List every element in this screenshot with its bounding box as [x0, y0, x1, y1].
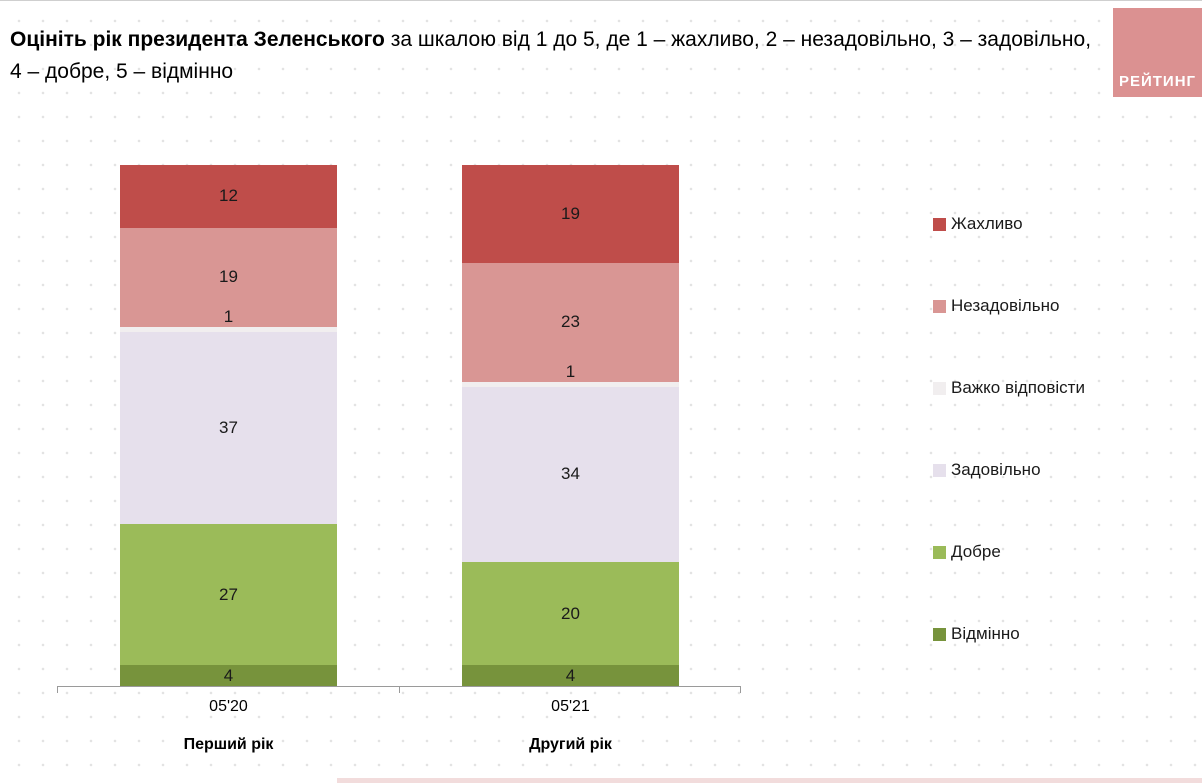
legend-label: Задовільно	[951, 460, 1041, 479]
top-divider	[0, 0, 1202, 1]
legend-swatch-icon	[933, 463, 946, 477]
bar-segment: 19	[120, 227, 337, 327]
legend-item: Задовільно	[933, 460, 1085, 480]
category-label: 05'20	[209, 698, 248, 715]
bar-segment: 37	[120, 331, 337, 525]
segment-value-label: 19	[561, 204, 580, 223]
legend-item: Незадовільно	[933, 296, 1085, 316]
segment-value-label: 34	[561, 464, 580, 484]
segment-value-label: 27	[219, 584, 238, 604]
legend-label: Добре	[951, 542, 1001, 561]
category-sublabel: Перший рік	[183, 736, 274, 753]
legend-label: Відмінно	[951, 624, 1020, 643]
legend-item: Жахливо	[933, 214, 1085, 234]
segment-value-label: 4	[223, 665, 234, 685]
stacked-bar: 19 23 1 34 20 4	[462, 165, 679, 686]
legend-label: Незадовільно	[951, 296, 1060, 315]
chart-title-rest: за шкалою від 1 до 5, де 1 – жахливо, 2 …	[10, 28, 1092, 83]
bar-segment: 4	[120, 665, 337, 686]
axis-tick	[740, 686, 741, 693]
category-sublabel: Другий рік	[529, 736, 612, 753]
axis-tick	[399, 686, 400, 693]
bar-segment: 1	[462, 362, 679, 387]
axis-tick	[57, 686, 58, 693]
chart-title-emphasis: Оцініть рік президента Зеленського	[10, 28, 385, 51]
bar-segment: 12	[120, 165, 337, 228]
legend-swatch-icon	[933, 299, 946, 313]
brand-logo-text: РЕЙТИНГ	[1118, 73, 1197, 90]
segment-value-label: 37	[219, 418, 238, 438]
bar-segment: 1	[120, 307, 337, 332]
legend-item: Відмінно	[933, 624, 1085, 644]
plot-area: 12 19 1 37 27 4 05'20 Перший рік 19 23 1 34 20 4 05'21…	[57, 165, 741, 753]
category-label: 05'21	[551, 698, 590, 715]
bar-segment: 34	[462, 386, 679, 563]
legend-label: Жахливо	[951, 214, 1023, 233]
footer-strip	[337, 778, 1202, 783]
segment-value-label: 1	[565, 361, 576, 381]
segment-value-label: 12	[219, 186, 238, 206]
legend-swatch-icon	[933, 545, 946, 559]
segment-value-label: 23	[561, 312, 580, 332]
bar-segment: 19	[462, 165, 679, 263]
legend-swatch-icon	[933, 627, 946, 641]
bar-segment: 23	[462, 263, 679, 382]
stacked-bar: 12 19 1 37 27 4	[120, 165, 337, 686]
legend-swatch-icon	[933, 381, 946, 395]
legend: Жахливо Незадовільно Важко відповісти Задов…	[933, 214, 1085, 644]
segment-value-label: 4	[565, 665, 576, 685]
bar-segment: 27	[120, 524, 337, 666]
legend-item: Важко відповісти	[933, 378, 1085, 398]
segment-value-label: 1	[223, 306, 234, 326]
legend-item: Добре	[933, 542, 1085, 562]
segment-value-label: 19	[219, 267, 238, 286]
legend-label: Важко відповісти	[951, 378, 1085, 397]
bar-segment: 20	[462, 562, 679, 666]
segment-value-label: 20	[561, 603, 580, 623]
chart-title: Оцініть рік президента Зеленського за шк…	[10, 24, 1105, 87]
brand-logo: РЕЙТИНГ	[1113, 8, 1202, 97]
bar-segment: 4	[462, 665, 679, 686]
legend-swatch-icon	[933, 217, 946, 231]
